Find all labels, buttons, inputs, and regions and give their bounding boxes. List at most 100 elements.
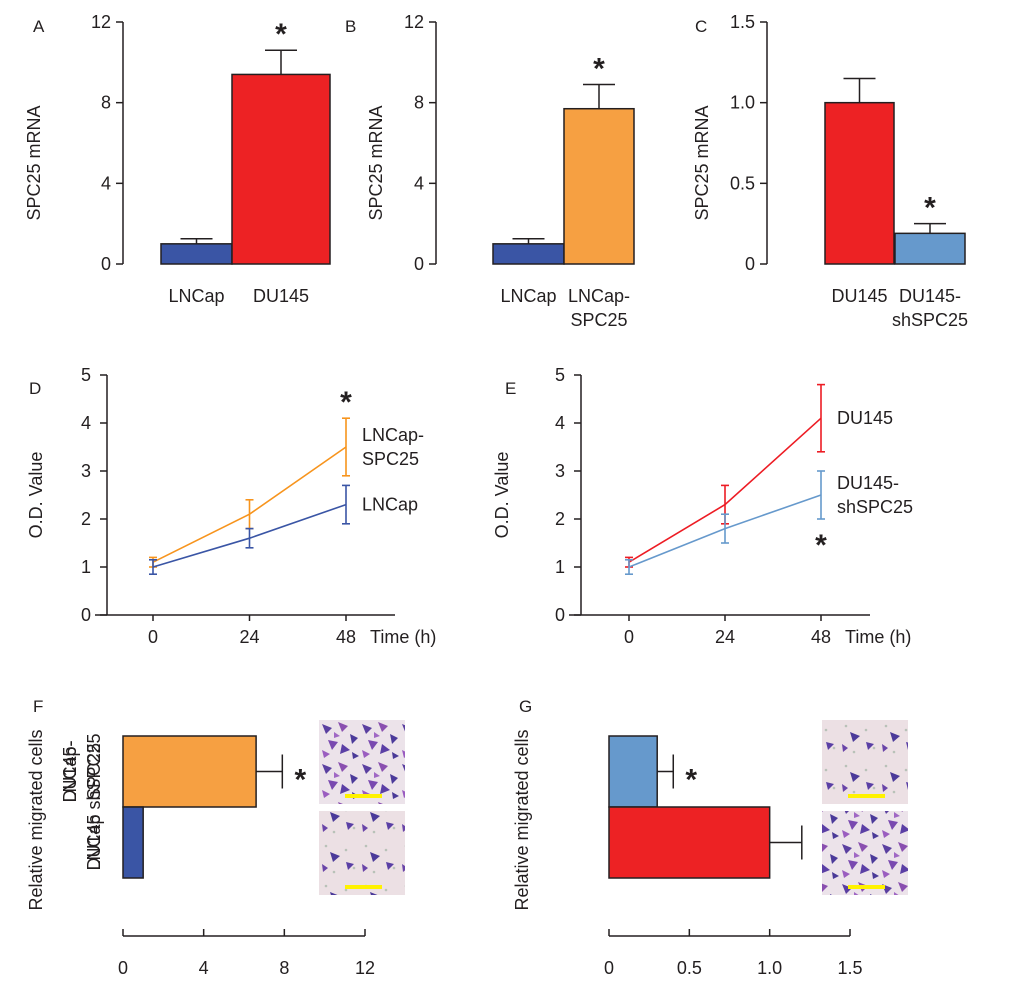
y-axis-label: O.D. Value <box>492 452 512 539</box>
micrograph-photo <box>822 720 908 804</box>
panel-label-f: F <box>33 697 43 716</box>
significance-star: * <box>294 764 306 797</box>
category-label: shSPC25 <box>84 733 104 809</box>
category-label: LNCap <box>500 286 556 306</box>
category-label: DU145- <box>60 740 80 802</box>
y-tick-label: 5 <box>555 365 565 385</box>
bar <box>563 107 635 265</box>
category-label: SPC25 <box>84 743 104 800</box>
micrograph-photo <box>822 811 908 895</box>
legend-label: DU145 <box>837 408 893 428</box>
panel-label-c: C <box>695 17 707 36</box>
category-label: LNCap <box>84 814 104 870</box>
category-label: DU145- <box>899 286 961 306</box>
panel-g: G 0 0.5 1.0 1.5 Relative migrated cells * DU145… <box>60 697 908 978</box>
scale-bar <box>345 885 382 889</box>
y-tick-label: 8 <box>414 93 424 113</box>
x-tick-label: 4 <box>199 958 209 978</box>
bar <box>824 101 895 265</box>
scale-bar <box>848 885 885 889</box>
panel-label-e: E <box>505 379 516 398</box>
y-tick-label: 4 <box>414 173 424 193</box>
x-axis-label: Time (h) <box>370 627 436 647</box>
panel-label-g: G <box>519 697 532 716</box>
category-label: LNCap- <box>568 286 630 306</box>
significance-star: * <box>340 386 352 419</box>
micrograph-image <box>822 720 908 804</box>
legend-label: DU145- <box>837 473 899 493</box>
scale-bar <box>848 794 885 798</box>
bar <box>160 243 233 265</box>
y-tick-label: 0 <box>555 605 565 625</box>
micrograph-photo <box>319 811 405 895</box>
y-axis-label: SPC25 mRNA <box>692 105 712 220</box>
micrograph-photo <box>319 720 405 804</box>
legend-label: LNCap <box>362 495 418 515</box>
x-tick-label: 24 <box>239 627 259 647</box>
y-tick-label: 8 <box>101 93 111 113</box>
y-axis-label: SPC25 mRNA <box>366 105 386 220</box>
y-tick-label: 0 <box>414 254 424 274</box>
bar <box>122 735 257 808</box>
panel-f: F 0 4 8 12 Relative migrated cells * LNCap- SPC2… <box>26 697 405 978</box>
x-tick-label: 12 <box>355 958 375 978</box>
category-label: shSPC25 <box>892 310 968 330</box>
y-tick-label: 0 <box>81 605 91 625</box>
y-tick-label: 4 <box>81 413 91 433</box>
y-tick-label: 1 <box>81 557 91 577</box>
category-label: LNCap <box>168 286 224 306</box>
significance-star: * <box>685 764 697 797</box>
x-tick-label: 0 <box>118 958 128 978</box>
scale-bar <box>345 794 382 798</box>
y-tick-label: 3 <box>555 461 565 481</box>
x-tick-label: 1.5 <box>837 958 862 978</box>
micrograph-image <box>319 811 405 895</box>
bar <box>122 806 144 879</box>
y-tick-label: 5 <box>81 365 91 385</box>
y-tick-label: 1.0 <box>730 93 755 113</box>
category-label: DU145 <box>84 814 104 870</box>
y-tick-label: 12 <box>91 12 111 32</box>
y-tick-label: 0.5 <box>730 173 755 193</box>
y-tick-label: 4 <box>101 173 111 193</box>
significance-star: * <box>275 18 287 51</box>
y-tick-label: 2 <box>555 509 565 529</box>
panel-label-b: B <box>345 17 356 36</box>
category-label: LNCap- <box>60 740 80 802</box>
legend-label: shSPC25 <box>837 497 913 517</box>
y-tick-label: 12 <box>404 12 424 32</box>
significance-star: * <box>924 192 936 225</box>
legend-label: LNCap- <box>362 425 424 445</box>
panel-b: B 0 4 8 12 SPC25 mRNA LNCap * LNCap- SPC25 <box>345 12 635 330</box>
y-tick-label: 4 <box>555 413 565 433</box>
significance-star: * <box>593 53 605 86</box>
y-tick-label: 1 <box>555 557 565 577</box>
micrograph-image <box>319 720 405 804</box>
bar <box>608 735 658 808</box>
x-tick-label: 0.5 <box>677 958 702 978</box>
panel-c: C 0 0.5 1.0 1.5 SPC25 mRNA DU145 * DU145- shSPC25 <box>692 12 968 330</box>
panel-label-d: D <box>29 379 41 398</box>
category-label: DU145 <box>831 286 887 306</box>
x-tick-label: 24 <box>715 627 735 647</box>
micrograph-image <box>822 811 908 895</box>
y-tick-label: 3 <box>81 461 91 481</box>
x-tick-label: 1.0 <box>757 958 782 978</box>
y-tick-label: 2 <box>81 509 91 529</box>
x-tick-label: 48 <box>811 627 831 647</box>
x-tick-label: 0 <box>604 958 614 978</box>
y-axis-label: O.D. Value <box>26 452 46 539</box>
bar <box>492 243 565 265</box>
panel-e: E 0 1 2 3 4 5 0 24 48 Time (h) O.D. Value DU145 DU145… <box>492 365 913 647</box>
y-tick-label: 1.5 <box>730 12 755 32</box>
x-tick-label: 0 <box>148 627 158 647</box>
panel-label-a: A <box>33 17 45 36</box>
category-label: SPC25 <box>570 310 627 330</box>
y-axis-label: Relative migrated cells <box>26 729 46 910</box>
y-tick-label: 0 <box>745 254 755 274</box>
x-tick-label: 8 <box>279 958 289 978</box>
panel-a: A 0 4 8 12 SPC25 mRNA LNCap * DU145 <box>24 12 331 306</box>
x-tick-label: 0 <box>624 627 634 647</box>
bar <box>894 232 966 265</box>
